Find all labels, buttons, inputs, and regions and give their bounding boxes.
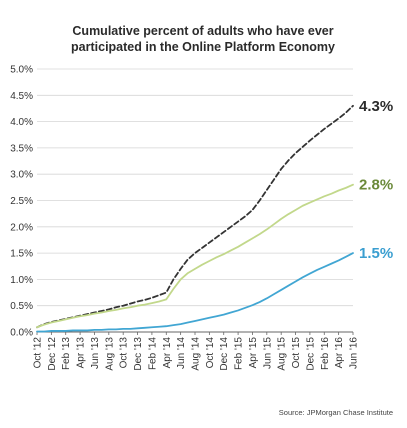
chart-title-line-1: Cumulative percent of adults who have ev… xyxy=(72,24,333,38)
series-line-1 xyxy=(36,104,354,329)
series-end-label-1: 4.3% xyxy=(359,98,393,115)
x-tick-label: Oct '15 xyxy=(291,337,302,369)
series-line-2 xyxy=(36,183,354,329)
chart-title-line-2: participated in the Online Platform Econ… xyxy=(71,40,335,54)
x-tick-label: Aug '14 xyxy=(191,337,202,371)
x-tick-label: Oct '12 xyxy=(33,337,44,369)
source-note: Source: JPMorgan Chase Institute xyxy=(279,408,393,417)
x-axis-tick-labels: Oct '12 Dec '12 Feb '13 Apr '13 Jun '13 Aug '… xyxy=(33,332,360,371)
x-tick-label: Feb '16 xyxy=(320,337,331,370)
y-tick-label: 4.5% xyxy=(10,91,33,102)
y-tick-label: 2.0% xyxy=(10,222,33,233)
x-tick-label: Jun '13 xyxy=(90,337,101,369)
y-tick-label: 3.5% xyxy=(10,143,33,154)
series-end-labels: 4.3% 2.8% 1.5% xyxy=(359,98,393,262)
series-end-label-2: 2.8% xyxy=(359,177,393,194)
x-tick-label: Oct '13 xyxy=(119,337,130,369)
x-tick-label: Aug '15 xyxy=(277,337,288,371)
x-tick-label: Apr '16 xyxy=(334,337,345,369)
series-lines xyxy=(36,104,354,333)
y-tick-label: 0.5% xyxy=(10,301,33,312)
x-tick-label: Dec '14 xyxy=(219,337,230,371)
y-tick-label: 1.5% xyxy=(10,249,33,260)
chart-title: Cumulative percent of adults who have ev… xyxy=(71,24,335,54)
y-tick-label: 0.0% xyxy=(10,328,33,339)
y-tick-label: 1.0% xyxy=(10,275,33,286)
y-tick-label: 5.0% xyxy=(10,65,33,76)
x-tick-label: Jun '15 xyxy=(262,337,273,369)
x-tick-label: Apr '15 xyxy=(248,337,259,369)
x-tick-label: Feb '14 xyxy=(147,337,158,370)
series-end-label-3: 1.5% xyxy=(359,245,393,262)
x-tick-label: Jun '14 xyxy=(176,337,187,369)
x-tick-label: Feb '13 xyxy=(61,337,72,370)
series-line-3 xyxy=(36,252,354,333)
x-tick-label: Dec '12 xyxy=(47,337,58,371)
y-tick-label: 2.5% xyxy=(10,196,33,207)
y-tick-label: 3.0% xyxy=(10,170,33,181)
y-tick-label: 4.0% xyxy=(10,117,33,128)
x-tick-label: Aug '13 xyxy=(104,337,115,371)
x-tick-label: Apr '13 xyxy=(76,337,87,369)
gridlines xyxy=(37,68,353,333)
x-tick-label: Jun '16 xyxy=(349,337,360,369)
x-tick-label: Apr '14 xyxy=(162,337,173,369)
y-axis-tick-labels: 0.0% 0.5% 1.0% 1.5% 2.0% 2.5% 3.0% 3.5% 4.0% 4.5%… xyxy=(10,65,33,339)
x-tick-label: Dec '15 xyxy=(305,337,316,371)
x-tick-label: Dec '13 xyxy=(133,337,144,371)
x-tick-label: Feb '15 xyxy=(234,337,245,370)
x-tick-label: Oct '14 xyxy=(205,337,216,369)
